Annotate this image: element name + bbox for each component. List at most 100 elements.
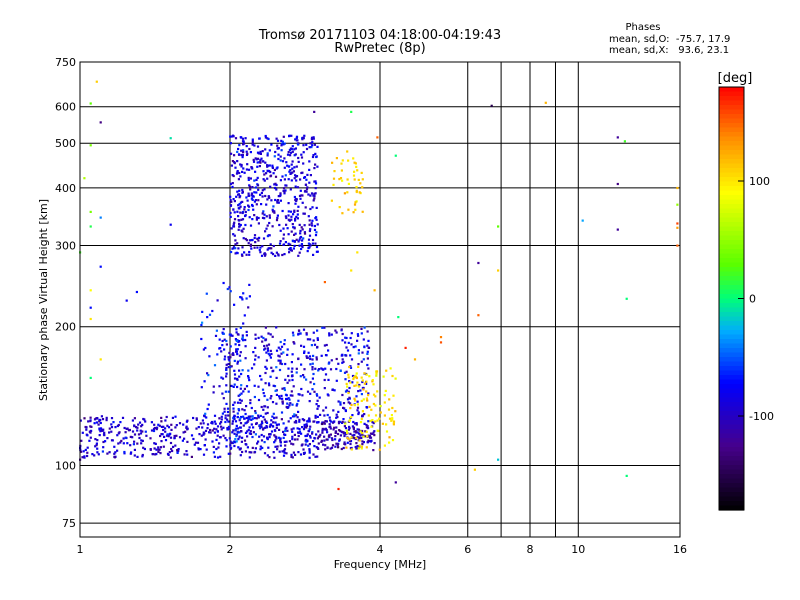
data-point (213, 414, 217, 417)
data-point (294, 217, 297, 220)
data-point (231, 247, 234, 250)
data-point (295, 367, 298, 370)
data-point (79, 419, 82, 422)
data-point (89, 420, 92, 423)
data-point (324, 420, 327, 423)
data-point (228, 351, 231, 354)
data-point (226, 410, 230, 414)
colorbar-segment (719, 213, 744, 219)
data-point (311, 362, 314, 365)
data-point (284, 215, 287, 218)
data-point (334, 329, 337, 332)
data-point (277, 153, 280, 156)
data-point (226, 428, 229, 431)
data-point (392, 394, 395, 397)
data-point (316, 399, 319, 402)
data-point (344, 390, 348, 393)
data-point (320, 367, 323, 370)
data-point (243, 206, 246, 209)
data-point (287, 202, 290, 205)
data-point (280, 411, 284, 414)
data-point (302, 452, 306, 455)
data-point (387, 408, 391, 411)
data-point (248, 194, 251, 197)
data-point (279, 437, 282, 440)
data-point (305, 190, 308, 193)
data-point (225, 402, 228, 405)
data-point (340, 162, 343, 165)
data-point (206, 407, 209, 411)
data-point (281, 387, 284, 390)
data-point (372, 449, 375, 452)
data-point (265, 172, 268, 175)
data-point (357, 390, 360, 393)
data-point (311, 368, 314, 371)
data-point (293, 209, 296, 212)
data-point (339, 403, 342, 406)
data-point (167, 435, 170, 438)
data-point (355, 372, 358, 375)
data-point (285, 394, 288, 397)
data-point (172, 445, 175, 448)
data-point (198, 433, 201, 436)
data-point (303, 224, 306, 227)
data-point (263, 452, 267, 455)
data-point (99, 121, 102, 124)
data-point (316, 338, 319, 341)
data-point (255, 178, 258, 181)
data-point (354, 430, 357, 433)
data-point (86, 446, 89, 449)
data-point (340, 430, 343, 433)
data-point (133, 433, 137, 436)
data-point (259, 414, 262, 417)
data-point (237, 394, 240, 397)
data-point (290, 215, 293, 218)
data-point (103, 431, 106, 434)
data-point (288, 148, 291, 152)
data-point (240, 399, 243, 402)
data-point (83, 455, 86, 458)
data-point (232, 223, 235, 226)
data-point (248, 239, 251, 242)
data-point (241, 408, 244, 411)
data-point (241, 450, 244, 454)
colorbar-segment (719, 361, 744, 367)
data-point (297, 332, 300, 335)
data-point (283, 339, 286, 342)
data-point (367, 439, 370, 442)
data-point (241, 369, 244, 372)
data-point (239, 447, 242, 450)
colorbar-segment (719, 258, 744, 264)
data-point (256, 165, 259, 168)
data-point (268, 425, 271, 428)
data-point (287, 151, 290, 154)
data-point (218, 417, 221, 420)
data-point (280, 352, 283, 355)
data-point (367, 392, 370, 395)
data-point (353, 397, 356, 400)
data-point (215, 438, 218, 441)
data-point (273, 183, 276, 186)
colorbar-segment (719, 249, 744, 255)
data-point (254, 337, 257, 340)
data-point (233, 303, 236, 306)
data-point (140, 425, 143, 428)
data-point (294, 202, 297, 205)
data-point (229, 182, 232, 185)
data-point (139, 432, 143, 435)
data-point (231, 422, 234, 425)
data-point (279, 362, 282, 365)
data-point (313, 343, 317, 346)
data-point (233, 221, 236, 224)
data-point (343, 425, 346, 428)
data-point (360, 399, 363, 402)
data-point (353, 178, 356, 181)
data-point (329, 368, 333, 371)
data-point (286, 227, 289, 230)
data-point (306, 356, 309, 359)
colorbar-segment (719, 442, 744, 448)
data-point (241, 298, 244, 301)
data-point (257, 239, 260, 242)
colorbar-segment (719, 334, 744, 340)
colorbar-segment (719, 478, 744, 484)
